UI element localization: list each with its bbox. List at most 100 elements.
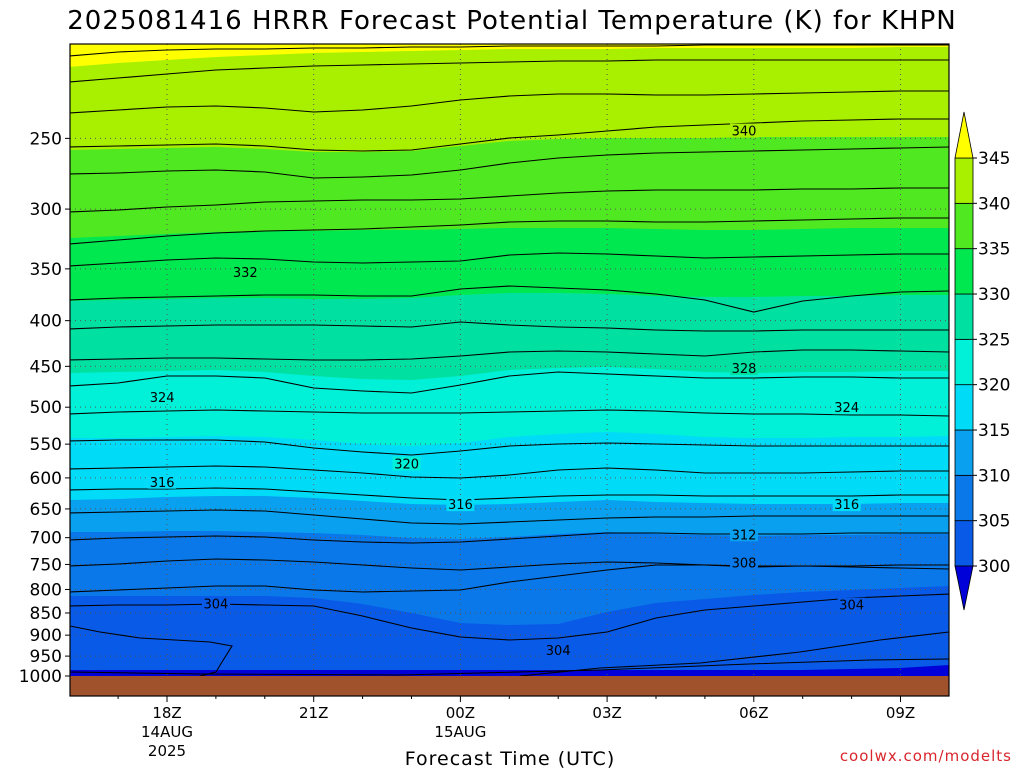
colorbar-band — [954, 293, 974, 340]
band-fill — [70, 44, 949, 152]
contour-label: 312 — [732, 528, 757, 543]
contour-line — [70, 465, 949, 479]
y-tick-label: 400 — [30, 312, 62, 332]
colorbar-label: 320 — [978, 376, 1010, 396]
contour-label: 304 — [839, 599, 864, 614]
y-tick-label: 450 — [30, 357, 62, 377]
x-tick-label: 06Z — [739, 704, 768, 722]
colorbar-label: 345 — [978, 149, 1010, 169]
contour-line — [70, 146, 949, 179]
y-tick-label: 900 — [30, 626, 62, 646]
contour-label-bg — [832, 497, 861, 512]
x-tick-label: 21Z — [299, 704, 328, 722]
contour-line — [70, 44, 949, 57]
contour-label-bg — [446, 497, 475, 512]
chart-title: 2025081416 HRRR Forecast Potential Tempe… — [67, 6, 956, 36]
contour-line — [70, 625, 233, 676]
contour-label-bg — [837, 597, 866, 612]
y-tick-label: 750 — [30, 555, 62, 575]
contour-label-bg — [832, 400, 861, 415]
x-axis-label: Forecast Time (UTC) — [405, 748, 615, 768]
y-tick-label: 800 — [30, 580, 62, 600]
y-tick-label: 250 — [30, 129, 62, 149]
y-tick-label: 850 — [30, 604, 62, 624]
colorbar-label: 335 — [978, 240, 1010, 260]
y-tick-label: 950 — [30, 647, 62, 667]
colorbar-label: 300 — [978, 557, 1010, 577]
colorbar-label: 330 — [978, 285, 1010, 305]
colorbar-band — [954, 202, 974, 250]
contour-line — [70, 252, 949, 267]
contour-line — [70, 593, 949, 641]
contour-label: 328 — [732, 362, 757, 377]
band-fill — [70, 44, 949, 67]
contour-label: 304 — [546, 644, 571, 659]
contour-label: 324 — [150, 391, 175, 406]
contour-label-bg — [148, 389, 177, 404]
colorbar-band — [954, 520, 974, 567]
y-tick-label: 500 — [30, 398, 62, 418]
contour-line — [70, 558, 949, 571]
y-tick-label: 650 — [30, 500, 62, 520]
contour-label: 324 — [834, 401, 859, 416]
y-tick-label: 350 — [30, 260, 62, 280]
contour-line — [70, 321, 949, 332]
colorbar-band — [954, 384, 974, 431]
contour-lines — [70, 44, 949, 676]
contour-line — [70, 349, 949, 361]
contour-label-bg — [231, 265, 260, 280]
contour-line — [70, 439, 949, 456]
contour-line — [70, 118, 949, 152]
contour-label: 332 — [233, 266, 258, 281]
colorbar-label: 325 — [978, 330, 1010, 350]
contour-line — [70, 371, 949, 394]
y-tick-label: 550 — [30, 435, 62, 455]
potential-temperature-fill — [70, 44, 949, 676]
contour-line — [70, 285, 949, 313]
colorbar-bottom-arrow — [954, 565, 974, 611]
contour-label: 316 — [150, 476, 175, 491]
contour-line — [70, 532, 949, 544]
y-tick-label: 300 — [30, 200, 62, 220]
contour-line — [70, 187, 949, 213]
contour-label-bg — [201, 596, 230, 611]
contour-label-bg — [730, 555, 759, 570]
contour-line — [70, 658, 949, 676]
y-tick-label: 700 — [30, 529, 62, 549]
colorbar-band — [954, 474, 974, 522]
colorbar-band — [954, 429, 974, 476]
contour-label-bg — [730, 123, 759, 138]
credit-text: coolwx.com/modelts — [840, 747, 1012, 765]
x-tick-label: 09Z — [886, 704, 915, 722]
contour-label: 340 — [732, 125, 757, 140]
colorbar-top-arrow — [954, 111, 974, 159]
contour-line — [70, 90, 949, 114]
colorbar-band — [954, 338, 974, 386]
x-tick-label: 03Z — [592, 704, 621, 722]
contour-label: 316 — [448, 498, 473, 513]
colorbar-label: 310 — [978, 466, 1010, 486]
colorbar: 300 305 310 315 320 325 330 335 340 345 — [954, 111, 1010, 611]
contour-line — [70, 487, 949, 501]
colorbar-label: 315 — [978, 421, 1010, 441]
contour-line — [70, 564, 949, 593]
surface-ground — [70, 676, 949, 696]
colorbar-band — [954, 157, 974, 204]
contour-line — [70, 509, 949, 525]
contour-label-bg — [148, 474, 177, 489]
contour-label-bg — [392, 456, 421, 471]
contour-label: 316 — [834, 498, 859, 513]
contour-line — [70, 409, 949, 417]
contour-line — [70, 59, 949, 83]
contour-labels: 340 332 328 324 324 320 316 316 316 312 308 304 304 3… — [148, 123, 866, 659]
x-tick-sublabel: 2025 — [148, 742, 186, 760]
contour-line — [70, 217, 949, 245]
contour-label-bg — [730, 527, 759, 542]
colorbar-label: 340 — [978, 194, 1010, 214]
contour-line — [519, 631, 949, 676]
y-tick-label: 600 — [30, 469, 62, 489]
x-tick-sublabel: 14AUG — [141, 723, 193, 741]
y-tick-label: 1000 — [19, 667, 62, 687]
